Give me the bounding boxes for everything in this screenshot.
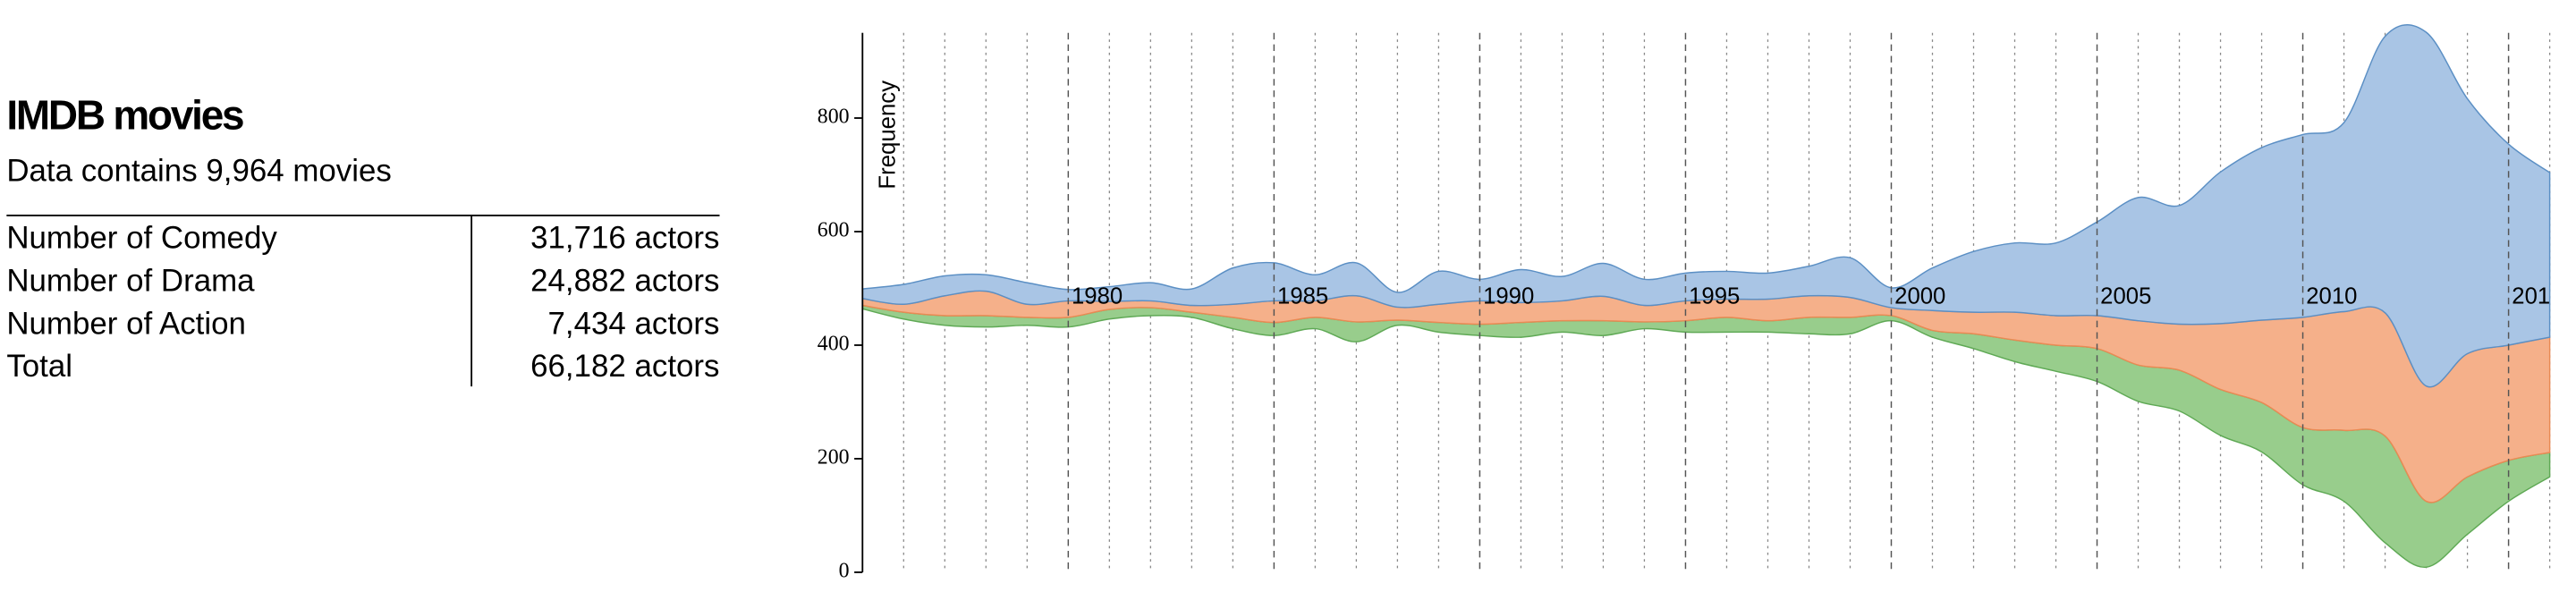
x-tick-label: 1995	[1689, 284, 1740, 309]
y-tick-label: 0	[839, 559, 850, 582]
x-tick-label: 2000	[1894, 284, 1945, 309]
row-label: Total	[6, 349, 72, 384]
x-tick-label: 2005	[2100, 284, 2151, 309]
y-tick-label: 600	[818, 218, 850, 241]
row-label: Number of Drama	[6, 263, 255, 298]
row-value: 66,182 actors	[530, 349, 719, 384]
chart: Frequency 1980 1985 1990 1995 2000 2005 2010 20…	[818, 23, 2551, 582]
x-tick-label: 1990	[1483, 284, 1534, 309]
row-label: Number of Comedy	[6, 221, 277, 256]
panel-subtitle: Data contains 9,964 movies	[6, 153, 392, 188]
x-tick-label: 1980	[1072, 284, 1123, 309]
y-tick-label: 800	[818, 105, 850, 128]
y-tick-label: 200	[818, 445, 850, 469]
row-value: 24,882 actors	[530, 263, 719, 298]
x-tick-label: 201	[2512, 284, 2550, 309]
row-label: Number of Action	[6, 306, 246, 341]
info-panel: IMDB movies Data contains 9,964 movies N…	[6, 92, 720, 387]
y-tick-label: 400	[818, 332, 850, 355]
y-axis-label: Frequency	[875, 80, 900, 190]
x-tick-label: 1985	[1277, 284, 1328, 309]
stream-area	[861, 23, 2551, 388]
summary-table: Number of Comedy 31,716 actors Number of D…	[6, 221, 719, 384]
row-value: 31,716 actors	[530, 221, 719, 256]
x-tick-label: 2010	[2306, 284, 2357, 309]
row-value: 7,434 actors	[547, 306, 719, 341]
panel-title: IMDB movies	[6, 92, 243, 139]
